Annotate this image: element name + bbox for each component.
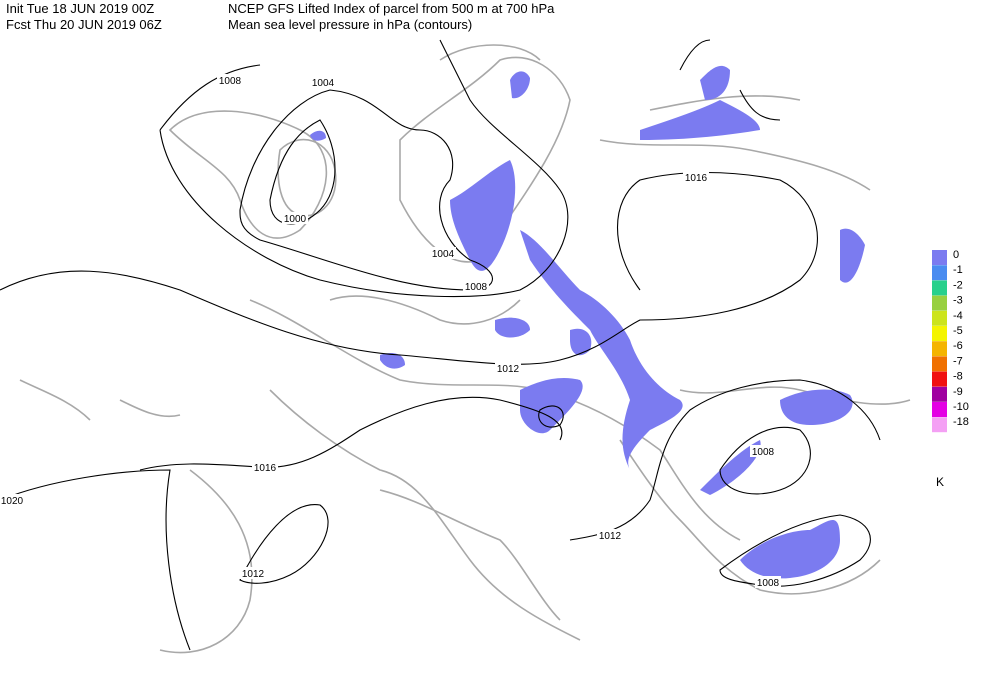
legend-label: -5 xyxy=(953,325,963,337)
lifted-index-areas xyxy=(310,65,865,579)
contour-label-bg xyxy=(240,567,266,579)
contour-labels: 1008 1004 1000 1004 1008 1012 1016 1016 1020 1012… xyxy=(0,74,781,589)
legend-swatch xyxy=(932,250,947,265)
contour-label: 1008 xyxy=(465,282,488,293)
legend-swatch xyxy=(932,386,947,402)
header-subtitle: Mean sea level pressure in hPa (contours… xyxy=(228,17,472,32)
legend-swatch xyxy=(932,341,947,357)
contour-label: 1008 xyxy=(752,447,775,458)
contour-label-bg xyxy=(597,529,623,541)
legend-label: -7 xyxy=(953,355,963,367)
contour-label: 1012 xyxy=(599,531,622,542)
contour-label-bg xyxy=(430,247,456,259)
contour-label: 1008 xyxy=(757,578,780,589)
legend-unit: K xyxy=(936,475,944,489)
contour-label: 1004 xyxy=(312,78,335,89)
legend-swatch xyxy=(932,326,947,341)
header-title: NCEP GFS Lifted Index of parcel from 500… xyxy=(228,1,555,16)
contour-label-bg xyxy=(282,212,308,224)
contour-label-bg xyxy=(495,362,521,374)
legend-label: -3 xyxy=(953,295,963,307)
legend-swatch xyxy=(932,310,947,326)
legend-label: -2 xyxy=(953,279,963,291)
contour-label: 1012 xyxy=(242,569,265,580)
legend-label: -10 xyxy=(953,401,969,413)
contour-label-bg xyxy=(217,74,243,86)
legend-swatch xyxy=(932,417,947,433)
contour-label: 1016 xyxy=(254,463,277,474)
contour-label-bg xyxy=(750,445,776,457)
contour-label-bg xyxy=(755,576,781,588)
legend-label: -1 xyxy=(953,264,963,276)
legend-label: -9 xyxy=(953,386,963,398)
legend-swatch xyxy=(932,371,947,387)
contour-label: 1000 xyxy=(284,214,307,225)
contour-label-bg xyxy=(252,461,278,473)
legend-swatch xyxy=(932,280,947,296)
legend-swatch xyxy=(932,265,947,281)
header-init: Init Tue 18 JUN 2019 00Z xyxy=(6,1,154,16)
legend-swatch xyxy=(932,356,947,372)
legend-label: -8 xyxy=(953,371,963,383)
legend-swatch xyxy=(932,295,947,311)
contour-label-bg xyxy=(463,280,489,292)
legend-label: -18 xyxy=(953,416,969,428)
contour-label-bg xyxy=(0,494,25,506)
header-fcst: Fcst Thu 20 JUN 2019 06Z xyxy=(6,17,162,32)
legend-swatch xyxy=(932,402,947,417)
legend-label: -6 xyxy=(953,340,963,352)
contour-label: 1020 xyxy=(1,496,24,507)
legend-label: -4 xyxy=(953,310,963,322)
contour-label-bg xyxy=(310,76,336,88)
pressure-contours xyxy=(0,39,881,651)
contour-label: 1016 xyxy=(685,173,708,184)
contour-label: 1004 xyxy=(432,249,455,260)
legend-label: 0 xyxy=(953,249,959,261)
contour-label: 1012 xyxy=(497,364,520,375)
legend: 0 -1 -2 -3 -4 -5 -6 -7 -8 -9 -10 -18 K xyxy=(932,249,969,489)
contour-label-bg xyxy=(683,171,709,183)
contour-label: 1008 xyxy=(219,76,242,87)
